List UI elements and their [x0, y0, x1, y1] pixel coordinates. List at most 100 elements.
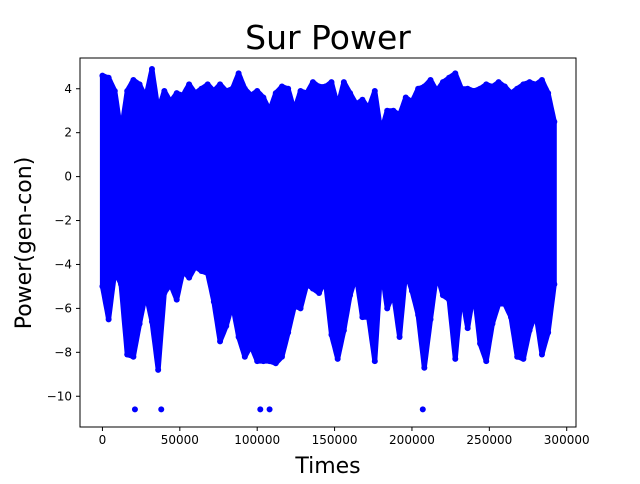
series-0-point-upper-64 — [495, 79, 502, 86]
y-tick-label: −4 — [54, 257, 72, 271]
series-0-point-upper-36 — [322, 83, 329, 90]
series-0-point-upper-40 — [347, 90, 354, 97]
series-0-outlier-2 — [257, 406, 264, 413]
series-0-point-lower-38 — [334, 355, 341, 362]
y-tick-label: 4 — [64, 82, 72, 96]
series-0-point-lower-20 — [223, 322, 230, 329]
series-0-point-upper-48 — [396, 112, 403, 119]
series-0-point-upper-5 — [130, 76, 137, 83]
series-0-point-upper-43 — [365, 105, 372, 112]
series-0-point-upper-6 — [136, 81, 143, 88]
series-0-point-upper-53 — [427, 76, 434, 83]
series-0-point-upper-20 — [223, 87, 230, 94]
series-0-point-lower-30 — [285, 329, 292, 336]
series-0-point-lower-43 — [365, 314, 372, 321]
series-0-point-lower-58 — [458, 290, 465, 297]
series-0-point-upper-47 — [390, 107, 397, 114]
series-0-point-lower-44 — [371, 358, 378, 365]
x-tick-label: 0 — [99, 433, 107, 447]
series-0-point-lower-14 — [186, 274, 193, 281]
series-0-point-upper-42 — [359, 96, 366, 103]
series-0-point-lower-35 — [316, 290, 323, 297]
series-0-point-upper-62 — [483, 81, 490, 88]
series-0-point-lower-19 — [217, 338, 224, 345]
series-0-point-upper-58 — [458, 85, 465, 92]
x-axis: 0 50000 100000 150000 200000 250000 300000 — [99, 427, 590, 447]
series-0-point-upper-49 — [402, 94, 409, 101]
series-0-point-upper-72 — [545, 90, 552, 97]
series-0-point-upper-60 — [470, 87, 477, 94]
series-0-point-upper-3 — [118, 129, 125, 136]
series-0-point-lower-32 — [297, 305, 304, 312]
series-0-point-upper-28 — [272, 90, 279, 97]
series-0-point-upper-19 — [217, 81, 224, 88]
series-0-outlier-4 — [419, 406, 426, 413]
series-0-point-lower-5 — [130, 353, 137, 360]
plot-frame — [79, 57, 577, 428]
scatter-points — [99, 65, 558, 413]
series-0-point-lower-27 — [266, 358, 273, 365]
series-0-point-upper-18 — [210, 87, 217, 94]
series-0-point-upper-7 — [142, 94, 149, 101]
series-0-point-upper-33 — [303, 90, 310, 97]
series-0-point-lower-54 — [433, 270, 440, 277]
series-0-point-lower-16 — [198, 268, 205, 275]
series-0-point-upper-34 — [309, 79, 316, 86]
x-tick-label: 300000 — [544, 433, 590, 447]
series-0-point-upper-57 — [452, 70, 459, 77]
series-0-point-upper-2 — [111, 87, 118, 94]
series-0-point-upper-4 — [124, 87, 131, 94]
series-0-point-lower-71 — [538, 351, 545, 358]
y-tick-label: −8 — [54, 345, 72, 359]
series-0-point-upper-59 — [464, 85, 471, 92]
series-0-point-lower-40 — [347, 292, 354, 299]
x-tick-label: 250000 — [466, 433, 512, 447]
y-tick-label: 0 — [64, 170, 72, 184]
y-tick-label: −10 — [47, 389, 72, 403]
series-0-point-upper-17 — [204, 81, 211, 88]
x-axis-label: Times — [294, 454, 360, 479]
series-0-point-upper-69 — [526, 79, 533, 86]
series-0-point-lower-0 — [99, 283, 106, 290]
series-0-point-upper-70 — [532, 81, 539, 88]
series-0-point-upper-0 — [99, 72, 106, 79]
series-0-point-lower-59 — [464, 325, 471, 332]
series-0-point-lower-21 — [229, 301, 236, 307]
series-0-point-lower-73 — [551, 281, 558, 288]
series-0-point-lower-51 — [415, 311, 422, 318]
series-0-point-lower-10 — [161, 290, 168, 297]
series-0-point-upper-30 — [285, 85, 292, 92]
y-axis: −10 −8 −6 −4 −2 0 2 4 — [47, 82, 80, 403]
series-0-point-upper-71 — [538, 76, 545, 83]
series-0-outlier-0 — [131, 406, 138, 413]
series-0-point-lower-39 — [340, 327, 347, 334]
series-0-point-lower-53 — [427, 316, 434, 323]
series-0-point-lower-29 — [278, 353, 285, 360]
series-0-point-lower-56 — [446, 296, 453, 303]
series-0-point-upper-22 — [235, 70, 242, 77]
series-0-point-lower-61 — [477, 340, 484, 347]
series-0-point-lower-17 — [204, 270, 211, 277]
series-0-point-lower-15 — [192, 263, 199, 270]
series-0-point-upper-61 — [477, 85, 484, 92]
series-0-point-lower-8 — [148, 318, 155, 325]
series-0-point-upper-63 — [489, 83, 496, 90]
series-0-point-lower-6 — [136, 320, 143, 327]
series-0-point-upper-38 — [334, 103, 341, 110]
x-tick-label: 100000 — [234, 433, 280, 447]
series-0-point-upper-32 — [297, 87, 304, 94]
series-0-point-upper-13 — [179, 92, 186, 99]
y-tick-label: 2 — [64, 126, 72, 140]
series-0-point-upper-29 — [278, 83, 285, 90]
series-0-point-upper-44 — [371, 87, 378, 94]
chart-title: Sur Power — [245, 18, 411, 57]
series-0-point-lower-36 — [322, 276, 329, 283]
series-0-point-upper-45 — [378, 129, 385, 136]
series-0-point-upper-73 — [551, 118, 558, 125]
series-0-point-upper-68 — [520, 81, 527, 88]
series-0-point-upper-67 — [514, 85, 521, 92]
series-0-point-upper-9 — [155, 107, 162, 114]
series-0-point-lower-63 — [489, 320, 496, 327]
series-0-point-upper-21 — [229, 85, 236, 92]
series-0-outlier-3 — [266, 406, 273, 413]
